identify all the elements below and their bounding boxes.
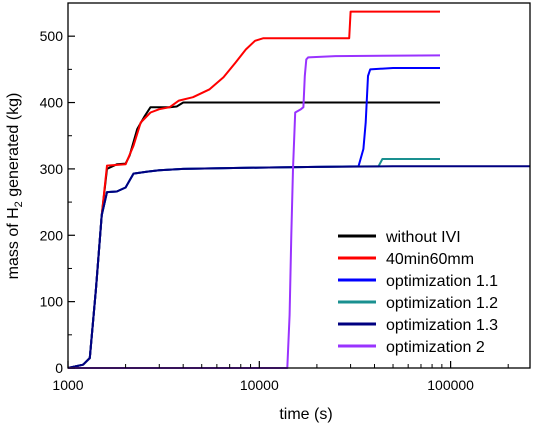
y-axis-title-subscript: 2	[13, 201, 25, 207]
y-tick-label: 200	[40, 227, 64, 243]
y-tick-label: 400	[40, 95, 64, 111]
series-line-1	[67, 101, 440, 369]
series-line-4	[67, 158, 440, 369]
series-layer	[67, 10, 530, 369]
ticks-layer: 0 100 200 300 400 500 1000 10000 100000	[40, 28, 509, 393]
legend-label-4: optimization 1.2	[386, 295, 498, 312]
legend-label-3: optimization 1.1	[386, 273, 498, 290]
y-tick-label: 0	[55, 360, 63, 376]
y-tick-label: 100	[40, 294, 64, 310]
y-axis-title-part-1: mass of H	[5, 207, 22, 279]
y-axis-title-part-2: generated (kg)	[5, 93, 22, 202]
y-tick-label: 500	[40, 28, 64, 44]
series-line-2	[67, 10, 440, 369]
x-tick-label: 1000	[52, 377, 83, 393]
series-line-3	[67, 67, 440, 369]
legend-label-6: optimization 2	[386, 339, 485, 356]
legend: without IVI 40min60mm optimization 1.1 opti…	[338, 229, 498, 356]
y-axis-title: mass of H2 generated (kg)	[5, 93, 25, 280]
legend-label-5: optimization 1.3	[386, 317, 498, 334]
x-axis-title: time (s)	[279, 406, 332, 423]
x-tick-label: 10000	[240, 377, 279, 393]
x-tick-label: 100000	[427, 377, 474, 393]
plot-frame	[67, 2, 531, 369]
series-line-5	[67, 165, 530, 369]
legend-label-2: 40min60mm	[386, 251, 474, 268]
y-tick-label: 300	[40, 161, 64, 177]
legend-label-1: without IVI	[385, 229, 461, 246]
series-line-6	[68, 54, 441, 369]
